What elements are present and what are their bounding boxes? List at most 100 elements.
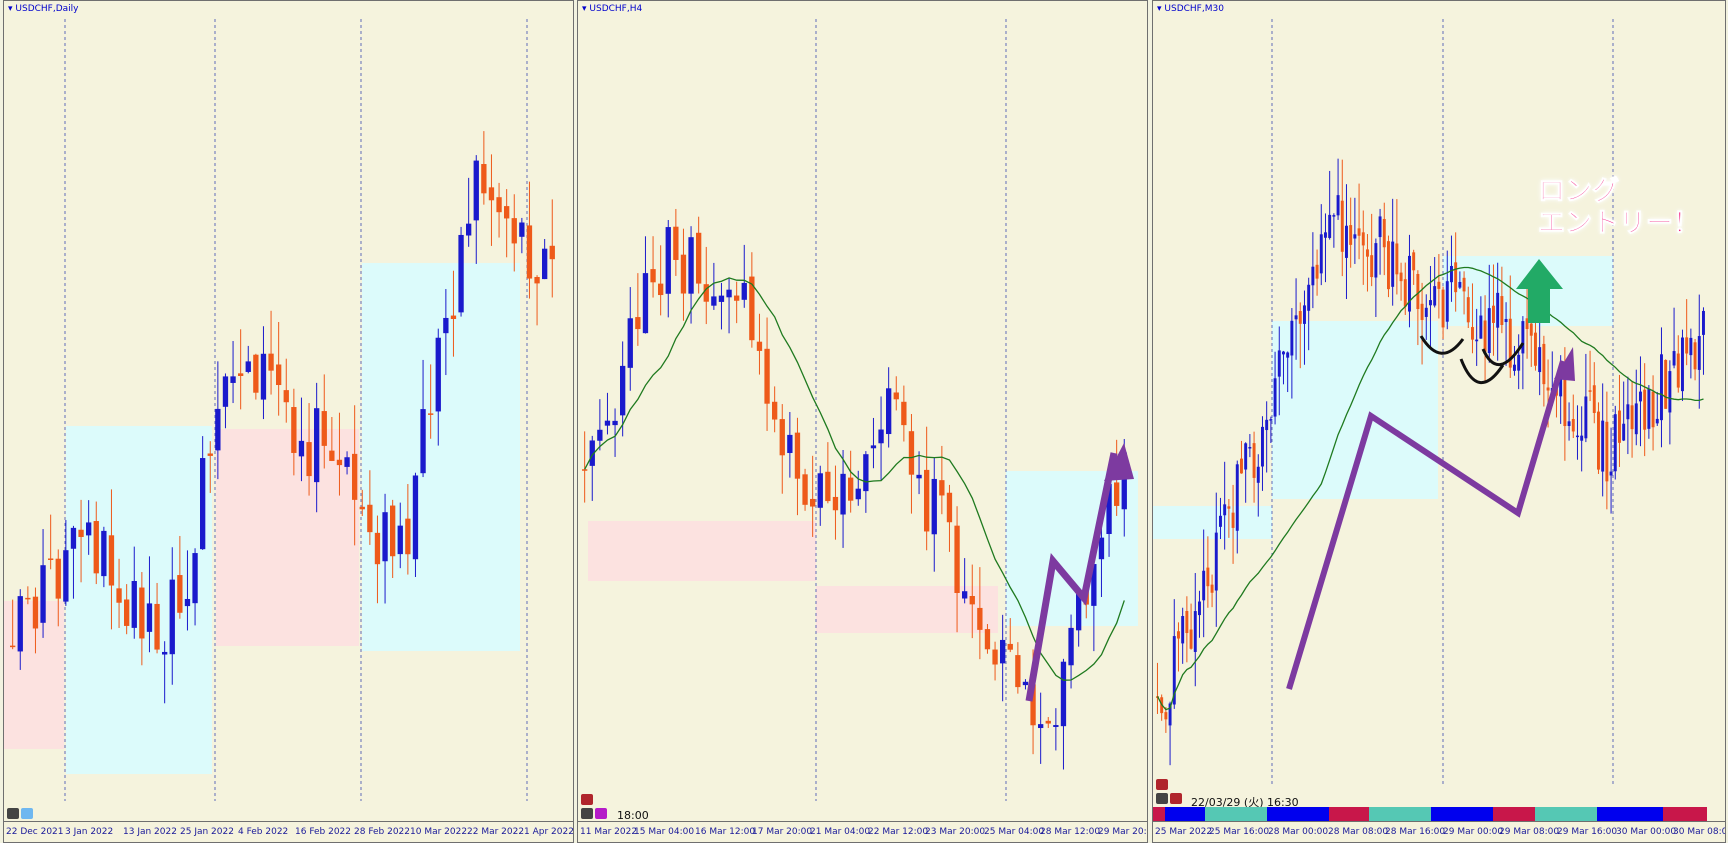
candle-body-67 (519, 222, 525, 237)
candle-body-2 (25, 597, 31, 600)
chart-minimize-icon[interactable] (1170, 793, 1182, 804)
candle-body-70 (1114, 482, 1120, 506)
candle-body-5 (48, 558, 54, 560)
candle-body-16 (131, 581, 137, 628)
candle-body-38 (1315, 264, 1319, 279)
candle-body-9 (78, 529, 84, 537)
candle-body-30 (1282, 351, 1285, 355)
candle-body-50 (390, 505, 396, 557)
h4-chart-canvas[interactable] (578, 1, 1148, 824)
candle-body-91 (1538, 347, 1542, 373)
candle-body-12 (673, 226, 679, 260)
candle-body-70 (1450, 265, 1453, 283)
candle-body-75 (1471, 327, 1474, 340)
candle-body-69 (1106, 483, 1112, 535)
x-tick-label: 16 Mar 12:00 (695, 827, 756, 837)
candle-body-104 (1592, 385, 1596, 413)
x-tick-label: 4 Feb 2022 (238, 827, 289, 837)
candle-body-45 (352, 453, 358, 500)
candle-body-111 (1622, 423, 1626, 441)
x-tick-label: 30 Mar 00:00 (1616, 827, 1677, 837)
candle-body-43 (336, 459, 343, 466)
candle-body-59 (458, 234, 464, 313)
candle-body-2 (1164, 712, 1168, 720)
candle-body-36 (1307, 284, 1311, 311)
candle-body-57 (1395, 243, 1399, 275)
candle-body-128 (1693, 342, 1697, 370)
m30-chart-canvas[interactable] (1153, 1, 1726, 824)
candle-body-106 (1601, 420, 1605, 472)
candle-body-65 (1076, 593, 1082, 631)
candle-body-24 (764, 348, 770, 404)
chart-tool-icon[interactable] (581, 808, 593, 819)
candle-body-44 (916, 474, 922, 479)
candle-body-44 (344, 457, 350, 467)
candle-body-23 (1252, 443, 1256, 478)
candle-body-21 (741, 282, 747, 300)
candle-body-41 (893, 392, 899, 400)
chart-tool-icon[interactable] (7, 808, 19, 819)
candle-body-33 (832, 496, 839, 511)
candle-body-14 (688, 237, 694, 294)
candle-body-31 (817, 473, 823, 508)
chart-close-icon[interactable] (1156, 779, 1168, 790)
candle-body-64 (1068, 627, 1074, 666)
candle-body-77 (1479, 315, 1483, 339)
x-tick-label: 25 Jan 2022 (180, 827, 234, 837)
candle-body-3 (1168, 703, 1172, 726)
candle-body-48 (1357, 228, 1361, 236)
candle-body-50 (1366, 249, 1369, 257)
long-entry-callout: ロング エントリー！ (1538, 176, 1701, 240)
candle-body-28 (794, 432, 801, 479)
candle-body-109 (1613, 414, 1617, 472)
candle-body-69 (1445, 281, 1449, 322)
candle-body-29 (1277, 350, 1281, 377)
candle-body-12 (101, 530, 107, 577)
candle-body-38 (298, 440, 305, 457)
chart-close-icon[interactable] (581, 794, 593, 805)
candle-body-0 (582, 469, 588, 471)
x-tick-label: 29 Mar 16:00 (1557, 827, 1618, 837)
zigzag-arrow-path (1025, 452, 1118, 702)
candle-body-43 (1336, 195, 1340, 216)
candle-body-15 (696, 232, 702, 284)
candle-body-87 (1521, 321, 1525, 354)
candle-body-51 (397, 525, 403, 555)
candle-body-68 (1098, 537, 1105, 560)
candle-body-36 (283, 390, 289, 403)
candle-body-51 (969, 596, 975, 605)
candle-body-24 (192, 553, 198, 604)
candle-body-123 (1672, 351, 1676, 366)
candle-body-130 (1702, 310, 1705, 335)
daily-chart-panel[interactable]: ▾ USDCHF,Daily 22 Dec 2021 3 Jan 2022 13 J… (3, 0, 574, 843)
double-bottom-curve (1481, 342, 1525, 367)
candle-body-81 (1496, 292, 1500, 328)
daily-chart-canvas[interactable] (4, 1, 574, 824)
candle-body-67 (1091, 564, 1097, 606)
candle-body-57 (443, 317, 449, 334)
candle-body-108 (1609, 471, 1613, 476)
candle-body-6 (55, 558, 61, 599)
candle-body-17 (711, 296, 717, 306)
chart-indicator-icon[interactable] (595, 808, 607, 819)
candle-body-25 (200, 458, 206, 550)
candle-body-8 (642, 273, 649, 334)
zone-pink-1 (816, 586, 998, 633)
candle-body-55 (428, 413, 434, 415)
session-color-bar (1153, 807, 1725, 821)
candle-body-17 (139, 587, 145, 639)
candle-body-19 (1235, 464, 1239, 531)
chart-tool-icon[interactable] (1156, 793, 1168, 804)
h4-chart-panel[interactable]: ▾ USDCHF,H4 18:00 11 Mar 2022 15 Mar 04:0… (577, 0, 1148, 843)
m30-chart-panel[interactable]: ▾ USDCHF,M30 22/03/29 (火) 16:30 25 Mar 2… (1152, 0, 1726, 843)
candle-body-68 (526, 225, 533, 279)
zone-pink-0 (588, 521, 816, 581)
candle-body-84 (1508, 318, 1512, 368)
candle-body-65 (504, 206, 510, 219)
chart-indicator-icon[interactable] (21, 808, 33, 819)
candle-body-54 (420, 409, 426, 474)
candle-body-59 (1030, 684, 1036, 726)
candle-body-55 (1387, 241, 1390, 290)
candle-body-114 (1634, 403, 1638, 435)
candle-body-54 (1382, 218, 1386, 248)
